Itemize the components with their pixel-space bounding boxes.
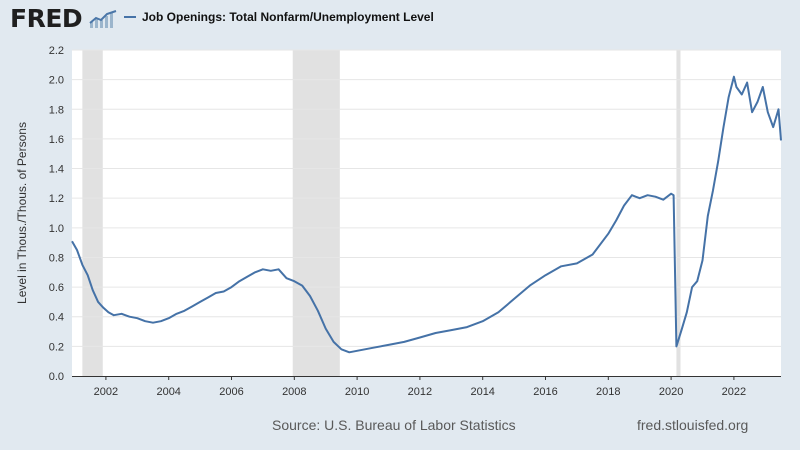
axes: 0.0 0.2 0.4 0.6 0.8 1.0 1.2 1.4 1.6 1.8 2.0 2.2 2002… xyxy=(49,45,781,398)
x-tick-label: 2012 xyxy=(408,386,432,398)
x-tick-label: 2008 xyxy=(282,386,306,398)
legend-swatch xyxy=(124,16,136,18)
y-tick-label: 0.2 xyxy=(49,341,64,353)
y-axis-title: Level in Thous./Thous. of Persons xyxy=(15,122,29,304)
x-tick-label: 2002 xyxy=(94,386,118,398)
y-tick-label: 2.0 xyxy=(49,75,64,87)
recession-band xyxy=(676,50,681,376)
chart-legend: Job Openings: Total Nonfarm/Unemployment… xyxy=(124,10,434,24)
y-tick-label: 0.8 xyxy=(49,252,64,264)
series-line xyxy=(71,75,782,354)
y-tick-label: 0.6 xyxy=(49,282,64,294)
gridlines xyxy=(72,49,781,347)
series-group xyxy=(71,75,782,354)
y-tick-label: 1.0 xyxy=(49,223,64,235)
x-tick-label: 2004 xyxy=(156,386,180,398)
legend-label: Job Openings: Total Nonfarm/Unemployment… xyxy=(142,10,434,24)
x-tick-label: 2014 xyxy=(470,386,494,398)
x-tick-label: 2010 xyxy=(345,386,369,398)
recession-shading xyxy=(82,50,681,376)
y-tick-label: 1.6 xyxy=(49,134,64,146)
y-tick-label: 2.2 xyxy=(49,45,64,57)
site-link[interactable]: fred.stlouisfed.org xyxy=(637,417,749,433)
x-tick-label: 2020 xyxy=(659,386,683,398)
recession-band xyxy=(82,50,103,376)
source-note: Source: U.S. Bureau of Labor Statistics xyxy=(272,417,516,433)
x-tick-label: 2006 xyxy=(219,386,243,398)
y-tick-label: 1.8 xyxy=(49,104,64,116)
y-tick-label: 0.0 xyxy=(49,371,64,383)
x-tick-label: 2022 xyxy=(722,386,746,398)
y-tick-label: 1.4 xyxy=(49,164,64,176)
y-tick-label: 0.4 xyxy=(49,312,64,324)
plot-area xyxy=(72,50,781,376)
x-tick-label: 2016 xyxy=(533,386,557,398)
fred-logo[interactable]: FRED xyxy=(10,4,83,33)
line-chart-icon xyxy=(89,9,117,29)
recession-band xyxy=(292,50,340,376)
x-tick-label: 2018 xyxy=(596,386,620,398)
y-tick-label: 1.2 xyxy=(49,193,64,205)
